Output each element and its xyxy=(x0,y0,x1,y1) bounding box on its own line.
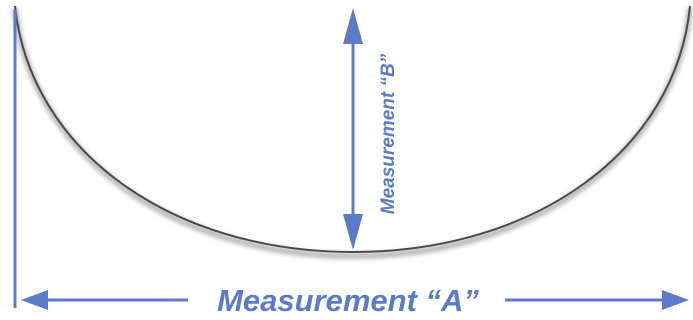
measurement-b-label: Measurement “B” xyxy=(378,53,399,214)
measurement-a-arrowhead-left xyxy=(21,290,48,310)
bowl-curve xyxy=(14,5,691,254)
measurement-a-arrow xyxy=(21,290,689,310)
bowl-curve-shadow xyxy=(12,7,693,260)
measurement-b-arrowhead-bottom xyxy=(343,214,363,250)
measurement-a-label: Measurement “A” xyxy=(217,283,479,318)
measurement-a-arrowhead-right xyxy=(662,290,689,310)
measurement-b-arrowhead-top xyxy=(343,8,363,44)
measurement-b-arrow xyxy=(343,8,363,250)
